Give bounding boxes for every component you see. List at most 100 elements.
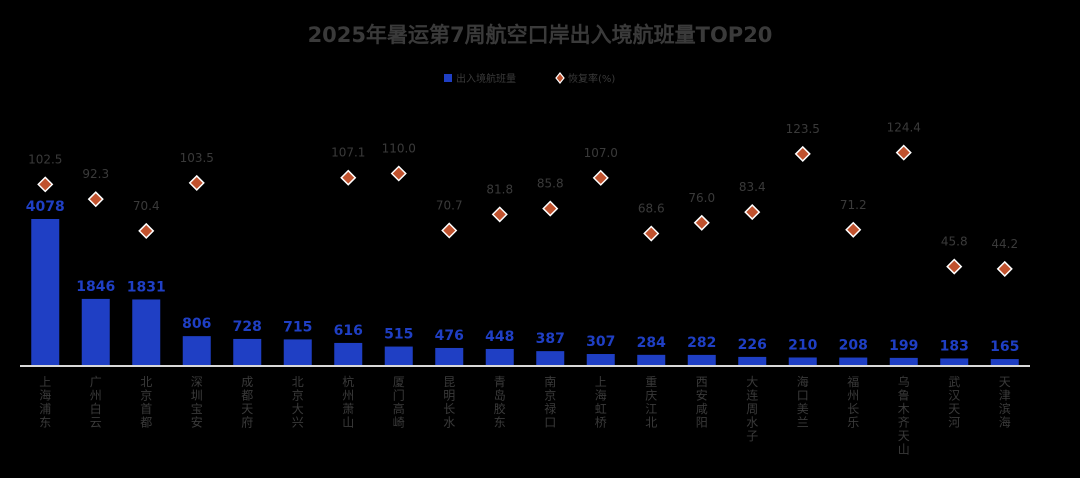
bar bbox=[536, 351, 565, 365]
rate-marker bbox=[794, 145, 811, 162]
x-tick-label: 杭州萧山 bbox=[342, 374, 354, 430]
bar-value-label: 515 bbox=[384, 327, 413, 343]
x-tick-label: 乌鲁木齐天山 bbox=[898, 374, 910, 457]
x-tick-label: 昆明长水 bbox=[443, 375, 455, 430]
rate-marker bbox=[37, 176, 54, 193]
bar bbox=[788, 357, 817, 365]
bar-value-label: 387 bbox=[536, 331, 565, 347]
rate-marker bbox=[744, 204, 761, 221]
rate-marker bbox=[996, 260, 1013, 277]
legend: 出入境航班量 恢复率(%) bbox=[444, 72, 615, 85]
bar bbox=[839, 357, 868, 365]
bar bbox=[586, 354, 615, 365]
bar bbox=[738, 356, 767, 365]
rate-value-label: 85.8 bbox=[537, 177, 564, 191]
bar bbox=[990, 359, 1019, 365]
bar-value-label: 476 bbox=[435, 328, 464, 344]
x-tick-label: 广州白云 bbox=[90, 375, 102, 430]
bar-value-label: 806 bbox=[182, 316, 211, 332]
bar bbox=[485, 348, 514, 365]
bar bbox=[31, 219, 60, 365]
bar bbox=[182, 336, 211, 365]
x-tick-label: 天津滨海 bbox=[999, 375, 1011, 430]
bar bbox=[637, 354, 666, 365]
rate-value-label: 102.5 bbox=[28, 152, 62, 166]
rate-marker bbox=[895, 144, 912, 161]
x-tick-label: 重庆江北 bbox=[645, 375, 657, 430]
bar bbox=[384, 346, 413, 365]
rate-marker bbox=[592, 169, 609, 186]
bar bbox=[81, 298, 110, 365]
rate-value-label: 124.4 bbox=[887, 121, 921, 135]
bar-value-label: 183 bbox=[940, 338, 969, 354]
x-tick-label: 青岛胶东 bbox=[494, 375, 506, 430]
bar-value-label: 4078 bbox=[26, 199, 65, 215]
legend-marker-swatch bbox=[555, 72, 565, 84]
x-tick-label: 福州长乐 bbox=[847, 374, 859, 430]
bar-value-label: 210 bbox=[788, 337, 817, 353]
x-labels-group: 上海浦东 广州白云 北京首都 深圳宝安 成都天府 北京大兴 杭州萧山 厦门高崎 昆明长水 青岛胶东… bbox=[39, 374, 1011, 457]
rate-value-label: 81.8 bbox=[486, 182, 513, 196]
rate-marker bbox=[138, 222, 155, 239]
x-tick-label: 南京禄口 bbox=[544, 374, 556, 430]
bar-value-label: 448 bbox=[485, 329, 514, 345]
x-tick-label: 成都天府 bbox=[241, 375, 253, 430]
bar bbox=[283, 339, 312, 365]
bar bbox=[132, 299, 161, 365]
x-tick-label: 上海浦东 bbox=[39, 375, 51, 430]
rate-value-label: 71.2 bbox=[840, 198, 867, 212]
bar bbox=[687, 354, 716, 365]
legend-marker-label: 恢复率(%) bbox=[568, 72, 615, 85]
bars-group: 4078 1846 1831 806 728 715 616 515 476 448 387 307 2… bbox=[26, 199, 1019, 365]
rate-value-label: 44.2 bbox=[991, 237, 1018, 251]
rate-marker bbox=[643, 225, 660, 242]
bar bbox=[233, 338, 262, 365]
bar-value-label: 226 bbox=[738, 337, 767, 353]
x-tick-label: 上海虹桥 bbox=[595, 375, 607, 430]
bar-value-label: 728 bbox=[233, 319, 262, 335]
bar-value-label: 616 bbox=[334, 323, 363, 339]
x-tick-label: 厦门高崎 bbox=[393, 375, 405, 430]
rate-value-label: 92.3 bbox=[82, 167, 109, 181]
bar bbox=[334, 342, 363, 365]
rate-marker bbox=[845, 221, 862, 238]
bar-value-label: 1831 bbox=[127, 279, 166, 295]
rate-value-label: 103.5 bbox=[180, 151, 214, 165]
rate-value-label: 107.1 bbox=[331, 146, 365, 160]
rate-value-label: 45.8 bbox=[941, 235, 968, 249]
rate-value-label: 110.0 bbox=[382, 142, 416, 156]
bar bbox=[435, 347, 464, 365]
rate-value-label: 83.4 bbox=[739, 180, 766, 194]
bar-value-label: 1846 bbox=[76, 279, 115, 295]
rate-marker bbox=[491, 206, 508, 223]
rate-value-label: 68.6 bbox=[638, 202, 665, 216]
rate-marker bbox=[188, 174, 205, 191]
bar bbox=[940, 358, 969, 365]
x-tick-label: 深圳宝安 bbox=[191, 375, 203, 430]
rate-marker bbox=[693, 214, 710, 231]
rate-marker bbox=[87, 191, 104, 208]
x-tick-label: 海口美兰 bbox=[797, 374, 809, 430]
x-tick-label: 武汉天河 bbox=[948, 375, 960, 430]
rate-marker bbox=[441, 222, 458, 239]
bar-value-label: 282 bbox=[687, 335, 716, 351]
rate-value-label: 70.4 bbox=[133, 199, 160, 213]
rate-value-label: 70.7 bbox=[436, 198, 463, 212]
legend-bar-swatch bbox=[444, 74, 452, 82]
legend-bar-label: 出入境航班量 bbox=[456, 72, 516, 85]
bar-value-label: 715 bbox=[283, 319, 312, 335]
bar-value-label: 208 bbox=[839, 338, 868, 354]
rate-value-label: 76.0 bbox=[688, 191, 715, 205]
markers-group: 102.5 92.3 70.4 103.5 107.1 110.0 70.7 81.8 85.8… bbox=[28, 121, 1018, 277]
rate-marker bbox=[390, 165, 407, 182]
bar bbox=[889, 357, 918, 365]
chart-title: 2025年暑运第7周航空口岸出入境航班量TOP20 bbox=[308, 23, 773, 47]
bar-value-label: 165 bbox=[990, 339, 1019, 355]
rate-marker bbox=[946, 258, 963, 275]
rate-value-label: 123.5 bbox=[786, 122, 820, 136]
rate-marker bbox=[542, 200, 559, 217]
bar-value-label: 284 bbox=[637, 335, 666, 351]
x-tick-label: 西安咸阳 bbox=[696, 375, 708, 430]
bar-value-label: 307 bbox=[586, 334, 615, 350]
x-tick-label: 北京首都 bbox=[140, 375, 152, 430]
